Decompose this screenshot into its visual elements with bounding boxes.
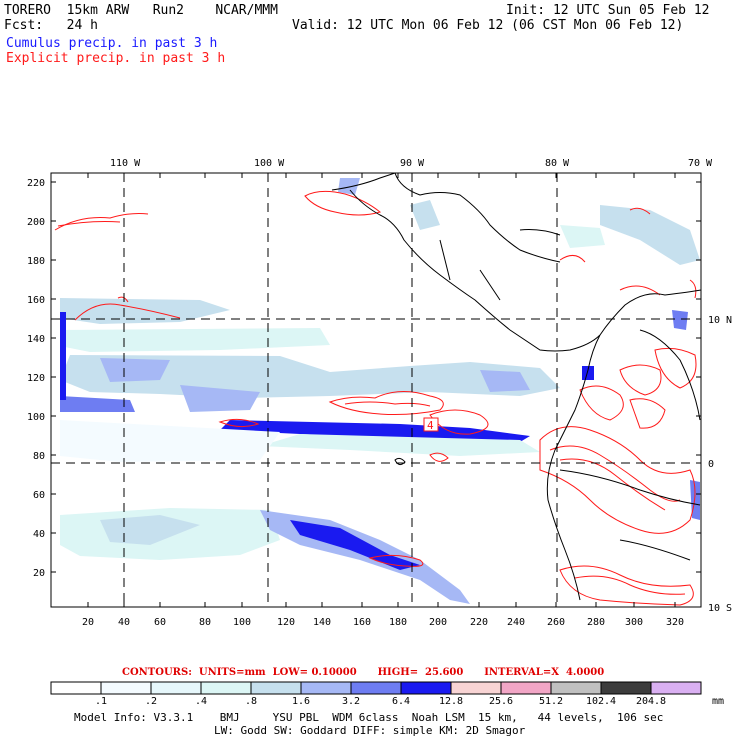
colorbar-swatch bbox=[450, 681, 502, 695]
colorbar-swatch bbox=[250, 681, 302, 695]
map-frame bbox=[50, 172, 702, 608]
x-tick-label: 40 bbox=[118, 617, 130, 628]
lon-label-110w: 110 W bbox=[110, 158, 141, 169]
colorbar-label: .4 bbox=[195, 696, 207, 707]
colorbar-swatch bbox=[300, 681, 352, 695]
colorbar-unit: mm bbox=[712, 696, 724, 707]
valid-time: Valid: 12 UTC Mon 06 Feb 12 (06 CST Mon … bbox=[292, 18, 684, 33]
precip-colorbar bbox=[50, 681, 702, 695]
interval-value: 4.0000 bbox=[565, 667, 605, 678]
y-tick-label: 80 bbox=[33, 451, 45, 462]
y-tick-label: 160 bbox=[27, 295, 45, 306]
colorbar-label: 3.2 bbox=[342, 696, 360, 707]
x-tick-label: 20 bbox=[82, 617, 94, 628]
colorbar-label: 6.4 bbox=[392, 696, 410, 707]
x-tick-label: 300 bbox=[625, 617, 643, 628]
colorbar-label: .2 bbox=[145, 696, 157, 707]
x-tick-label: 280 bbox=[587, 617, 605, 628]
colorbar-label: 51.2 bbox=[539, 696, 563, 707]
x-tick-label: 160 bbox=[353, 617, 371, 628]
y-tick-label: 200 bbox=[27, 217, 45, 228]
y-tick-label: 180 bbox=[27, 256, 45, 267]
colorbar-swatch bbox=[500, 681, 552, 695]
colorbar-label: 1.6 bbox=[292, 696, 310, 707]
y-tick-label: 20 bbox=[33, 568, 45, 579]
colorbar-swatch bbox=[150, 681, 202, 695]
init-time: Init: 12 UTC Sun 05 Feb 12 bbox=[506, 3, 710, 18]
interval-label: INTERVAL=X bbox=[484, 667, 559, 678]
y-tick-label: 60 bbox=[33, 490, 45, 501]
y-tick-label: 220 bbox=[27, 178, 45, 189]
colorbar-label: .8 bbox=[245, 696, 257, 707]
x-tick-label: 240 bbox=[507, 617, 525, 628]
lon-label-100w: 100 W bbox=[254, 158, 285, 169]
cumulus-legend: Cumulus precip. in past 3 h bbox=[6, 36, 218, 51]
colorbar-swatch bbox=[600, 681, 652, 695]
lat-label-10n: 10 N bbox=[708, 315, 732, 326]
y-tick-label: 40 bbox=[33, 529, 45, 540]
x-tick-label: 120 bbox=[277, 617, 295, 628]
contours-label: CONTOURS: bbox=[122, 667, 192, 678]
x-tick-label: 200 bbox=[429, 617, 447, 628]
x-tick-label: 180 bbox=[389, 617, 407, 628]
colorbar-swatch bbox=[400, 681, 452, 695]
y-tick-label: 140 bbox=[27, 334, 45, 345]
x-tick-label: 140 bbox=[313, 617, 331, 628]
y-tick-label: 120 bbox=[27, 373, 45, 384]
x-tick-label: 60 bbox=[154, 617, 166, 628]
lat-label-10s: 10 S bbox=[708, 603, 732, 614]
colorbar-label: .1 bbox=[95, 696, 107, 707]
colorbar-swatch bbox=[650, 681, 702, 695]
colorbar-swatch bbox=[350, 681, 402, 695]
x-tick-label: 100 bbox=[233, 617, 251, 628]
colorbar-label: 12.8 bbox=[439, 696, 463, 707]
contours-info: CONTOURS: UNITS=mm LOW= 0.10000 HIGH= 25… bbox=[122, 667, 604, 678]
explicit-legend: Explicit precip. in past 3 h bbox=[6, 51, 226, 66]
contour-label: 4 bbox=[427, 419, 434, 432]
x-tick-label: 80 bbox=[199, 617, 211, 628]
high-label: HIGH= bbox=[377, 667, 419, 678]
lat-lon-grid bbox=[51, 173, 701, 607]
low-label: LOW= bbox=[272, 667, 308, 678]
colorbar-swatch bbox=[550, 681, 602, 695]
model-physics: LW: Godd SW: Goddard DIFF: simple KM: 2D… bbox=[214, 724, 526, 737]
colorbar-swatch bbox=[100, 681, 152, 695]
colorbar-label: 204.8 bbox=[636, 696, 666, 707]
low-value: 0.10000 bbox=[311, 667, 357, 678]
x-tick-label: 320 bbox=[666, 617, 684, 628]
precip-shading bbox=[60, 178, 700, 604]
forecast-hour: Fcst: 24 h bbox=[4, 18, 98, 33]
y-tick-label: 100 bbox=[27, 412, 45, 423]
colorbar-swatch bbox=[200, 681, 252, 695]
lon-label-70w: 70 W bbox=[688, 158, 713, 169]
x-tick-label: 260 bbox=[547, 617, 565, 628]
units-label: UNITS=mm bbox=[198, 667, 266, 678]
lon-label-80w: 80 W bbox=[545, 158, 570, 169]
colorbar-swatch bbox=[50, 681, 102, 695]
colorbar-label: 25.6 bbox=[489, 696, 513, 707]
contour-label-box bbox=[423, 417, 439, 432]
colorbar-label: 102.4 bbox=[586, 696, 616, 707]
lon-label-90w: 90 W bbox=[400, 158, 425, 169]
model-title: TORERO 15km ARW Run2 NCAR/MMM bbox=[4, 3, 278, 18]
x-tick-label: 220 bbox=[470, 617, 488, 628]
model-info: Model Info: V3.3.1 BMJ YSU PBL WDM 6clas… bbox=[74, 711, 664, 724]
high-value: 25.600 bbox=[425, 667, 464, 678]
lat-label-0: 0 bbox=[708, 459, 714, 470]
